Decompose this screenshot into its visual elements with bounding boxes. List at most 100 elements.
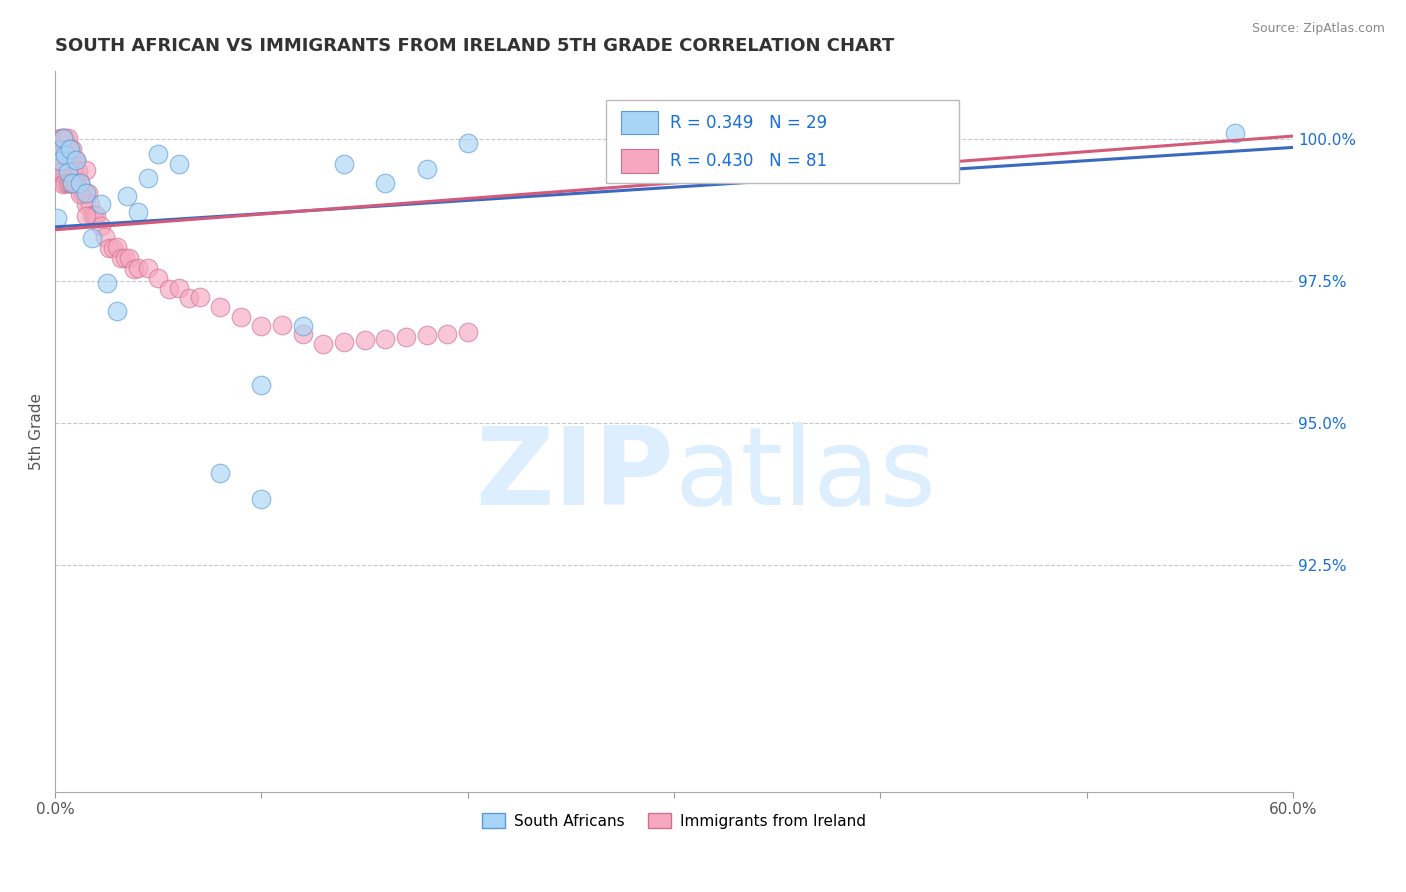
Point xyxy=(48,154,70,169)
Point xyxy=(457,325,479,339)
Point xyxy=(66,164,89,178)
Point xyxy=(179,291,201,305)
Point xyxy=(127,205,149,219)
Point xyxy=(415,162,437,177)
Point xyxy=(105,303,128,318)
Point xyxy=(77,186,100,200)
Point xyxy=(291,327,314,342)
Point xyxy=(436,326,458,341)
Point xyxy=(229,310,252,324)
Point xyxy=(167,281,190,295)
Text: atlas: atlas xyxy=(673,422,936,528)
Point xyxy=(395,330,418,344)
FancyBboxPatch shape xyxy=(606,100,959,183)
Point xyxy=(65,176,87,190)
Point xyxy=(110,252,132,266)
Point xyxy=(46,143,69,157)
Y-axis label: 5th Grade: 5th Grade xyxy=(30,392,44,470)
Point xyxy=(69,176,91,190)
Point xyxy=(148,147,170,161)
Point xyxy=(75,209,97,223)
Point xyxy=(55,153,77,168)
Text: SOUTH AFRICAN VS IMMIGRANTS FROM IRELAND 5TH GRADE CORRELATION CHART: SOUTH AFRICAN VS IMMIGRANTS FROM IRELAND… xyxy=(55,37,894,55)
Point xyxy=(56,142,79,156)
Text: R = 0.349   N = 29: R = 0.349 N = 29 xyxy=(671,113,828,131)
Point xyxy=(93,230,115,244)
Point xyxy=(55,177,77,191)
Point xyxy=(51,165,73,179)
Point xyxy=(148,271,170,285)
Point xyxy=(65,153,87,167)
Point xyxy=(59,142,82,156)
Point xyxy=(118,251,141,265)
Point xyxy=(52,143,75,157)
Point xyxy=(90,196,112,211)
Point xyxy=(101,241,124,255)
Point xyxy=(46,132,69,146)
Point xyxy=(62,176,84,190)
Point xyxy=(60,176,83,190)
Point xyxy=(59,142,82,156)
Point xyxy=(75,186,97,201)
Point xyxy=(136,260,159,275)
Point xyxy=(62,164,84,178)
Point xyxy=(56,165,79,179)
Point xyxy=(457,136,479,151)
Point xyxy=(209,300,232,314)
Point xyxy=(73,186,96,201)
Point xyxy=(374,332,396,346)
Point xyxy=(69,186,91,201)
Point xyxy=(333,156,356,170)
Point xyxy=(415,328,437,343)
Point xyxy=(82,208,104,222)
Point xyxy=(271,318,294,332)
Point xyxy=(65,153,87,168)
Point xyxy=(56,131,79,145)
Point xyxy=(374,177,396,191)
Point xyxy=(291,318,314,333)
Point xyxy=(333,335,356,350)
Point xyxy=(59,153,82,168)
Point xyxy=(105,240,128,254)
Point xyxy=(51,154,73,169)
Point xyxy=(188,290,211,304)
Point xyxy=(48,143,70,157)
Point xyxy=(51,143,73,157)
Point xyxy=(48,131,70,145)
Point xyxy=(55,131,77,145)
Text: R = 0.430   N = 81: R = 0.430 N = 81 xyxy=(671,152,828,169)
Point xyxy=(117,189,139,203)
Point xyxy=(60,176,83,190)
Point xyxy=(127,261,149,276)
Point xyxy=(52,177,75,191)
Legend: South Africans, Immigrants from Ireland: South Africans, Immigrants from Ireland xyxy=(477,806,872,835)
Point xyxy=(86,208,108,222)
Point xyxy=(52,131,75,145)
Point xyxy=(75,197,97,211)
Point xyxy=(209,467,232,481)
Point xyxy=(51,154,73,169)
Point xyxy=(60,176,83,190)
Point xyxy=(79,197,101,211)
Point xyxy=(52,153,75,168)
Point xyxy=(312,337,335,351)
Point xyxy=(114,251,136,265)
Point xyxy=(55,142,77,156)
Point xyxy=(250,319,273,334)
Point xyxy=(48,154,70,169)
FancyBboxPatch shape xyxy=(621,111,658,135)
Point xyxy=(1225,126,1247,140)
Point xyxy=(250,378,273,392)
Point xyxy=(90,219,112,233)
Point xyxy=(97,241,120,255)
Point xyxy=(52,131,75,145)
Point xyxy=(136,170,159,185)
Point xyxy=(157,281,180,295)
FancyBboxPatch shape xyxy=(621,149,658,172)
Point xyxy=(52,165,75,179)
Point xyxy=(62,153,84,167)
Point xyxy=(51,165,73,179)
Point xyxy=(51,131,73,145)
Point xyxy=(75,163,97,178)
Point xyxy=(167,157,190,171)
